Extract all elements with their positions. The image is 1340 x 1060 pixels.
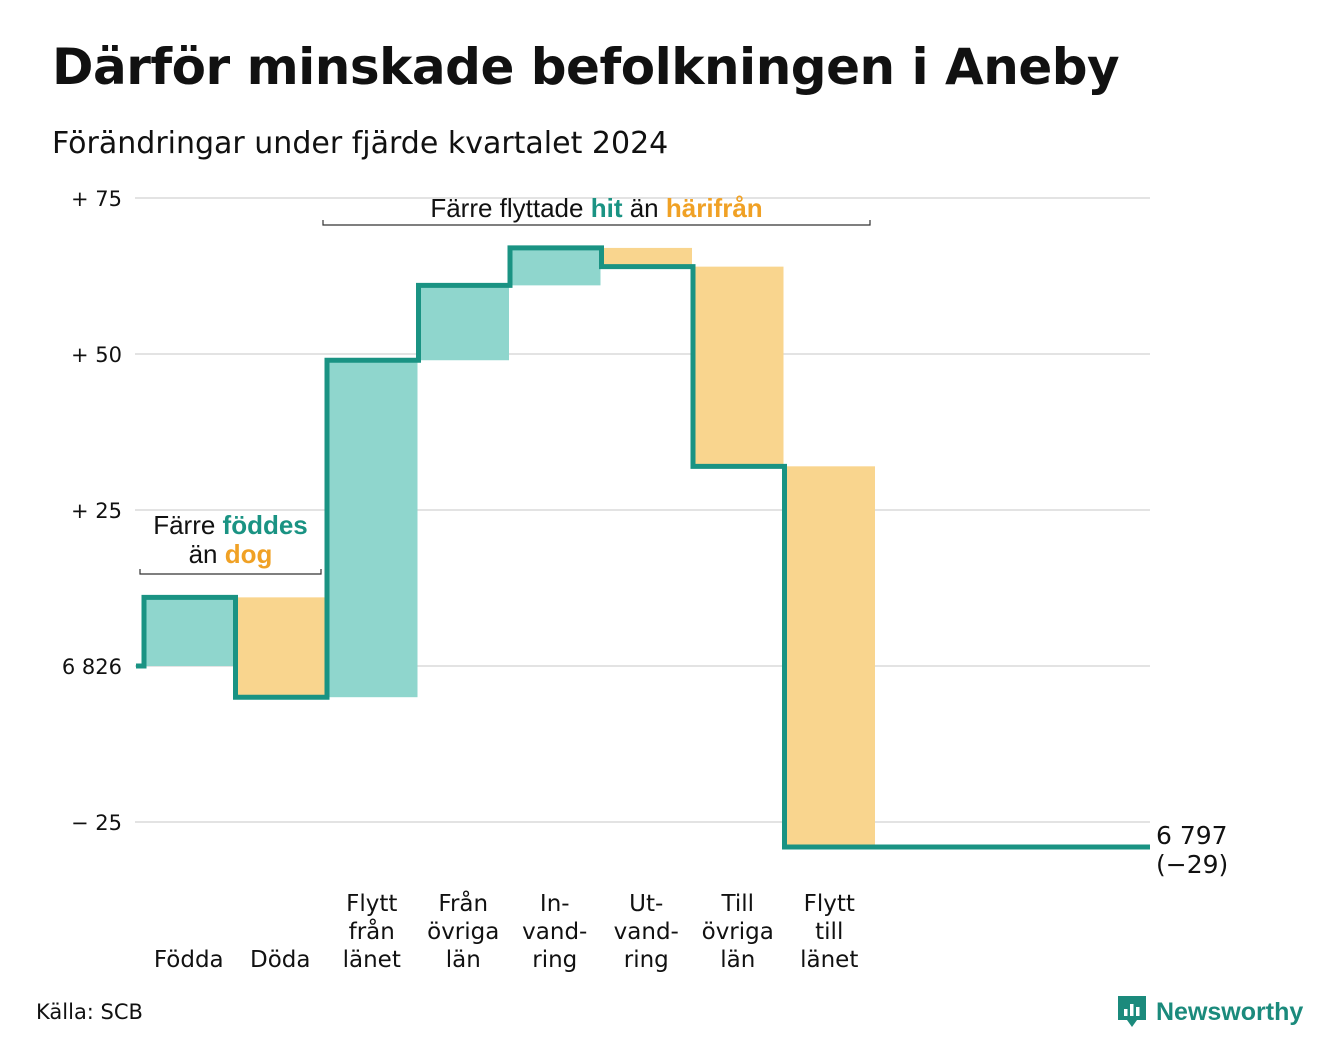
- end-value: 6 797: [1156, 821, 1228, 850]
- brand-name: Newsworthy: [1156, 997, 1304, 1026]
- highlight-out: dog: [225, 539, 273, 569]
- annotation-bracket: [322, 220, 871, 226]
- waterfall-bar: [418, 285, 509, 361]
- annotation: Färre flyttade hit än härifrån: [322, 193, 871, 226]
- annotation-text: Färre flyttade hit än härifrån: [430, 193, 762, 223]
- chart-title: Därför minskade befolkningen i Aneby: [52, 38, 1120, 96]
- x-axis-label: övriga: [702, 919, 774, 945]
- source-note: Källa: SCB: [36, 1000, 143, 1024]
- annotation-bracket: [139, 569, 322, 575]
- newsworthy-logo-icon: [1118, 996, 1146, 1027]
- x-axis-label: från: [349, 917, 395, 945]
- x-axis-label: Döda: [250, 947, 310, 973]
- x-axis-label: ring: [532, 947, 577, 973]
- x-axis-label: Ut-: [629, 891, 663, 917]
- annotation-text-segment: än: [189, 539, 225, 569]
- highlight-in: hit: [591, 193, 623, 223]
- x-axis-label: län: [720, 947, 755, 973]
- y-tick-label: 6 826: [62, 655, 122, 679]
- waterfall-bar: [327, 360, 418, 698]
- x-axis-labels: Födda DödaFlyttfrånlänetFrånövrigalänIn-v…: [154, 889, 859, 973]
- waterfall-bar: [510, 247, 601, 286]
- x-axis-label: Till: [720, 891, 754, 917]
- bars: [144, 247, 875, 847]
- net-change-value: (−29): [1156, 850, 1228, 879]
- y-tick-label: + 75: [71, 187, 122, 211]
- x-axis-label: övriga: [427, 919, 499, 945]
- x-axis-label: Födda: [154, 947, 224, 973]
- x-axis-label: Från: [438, 889, 488, 917]
- x-axis-label: In-: [540, 891, 570, 917]
- x-axis-label: vand-: [522, 919, 587, 945]
- annotation-text: än dog: [189, 539, 273, 569]
- x-axis-label: Flytt: [346, 891, 397, 917]
- highlight-in: föddes: [223, 510, 308, 540]
- highlight-out: härifrån: [666, 193, 763, 223]
- y-axis-ticks: + 75 + 50 + 25 6 826 − 25: [62, 187, 122, 835]
- x-axis-label: ring: [624, 947, 669, 973]
- x-axis-label: län: [446, 947, 481, 973]
- chart-subtitle: Förändringar under fjärde kvartalet 2024: [52, 126, 669, 161]
- annotation-text: Färre föddes: [153, 510, 308, 540]
- annotation-text-segment: Färre flyttade: [430, 193, 590, 223]
- annotation-text-segment: Färre: [153, 510, 222, 540]
- waterfall-bar: [601, 247, 692, 267]
- waterfall-bar: [693, 266, 784, 467]
- waterfall-bar: [235, 597, 326, 698]
- waterfall-bar: [784, 466, 875, 847]
- annotation-text-segment: än: [622, 193, 665, 223]
- x-axis-label: länet: [343, 947, 401, 973]
- y-tick-label: + 25: [71, 499, 122, 523]
- y-tick-label: − 25: [71, 811, 122, 835]
- y-tick-label: + 50: [71, 343, 122, 367]
- waterfall-bar: [144, 597, 235, 666]
- x-axis-label: Flytt: [804, 891, 855, 917]
- x-axis-label: till: [815, 919, 843, 945]
- x-axis-label: länet: [800, 947, 858, 973]
- x-axis-label: vand-: [614, 919, 679, 945]
- newsworthy-brand: Newsworthy: [1116, 994, 1303, 1030]
- running-total-line: [136, 245, 1150, 850]
- end-value-label: 6 797(−29): [1156, 821, 1228, 879]
- running-total-path: [136, 245, 1150, 850]
